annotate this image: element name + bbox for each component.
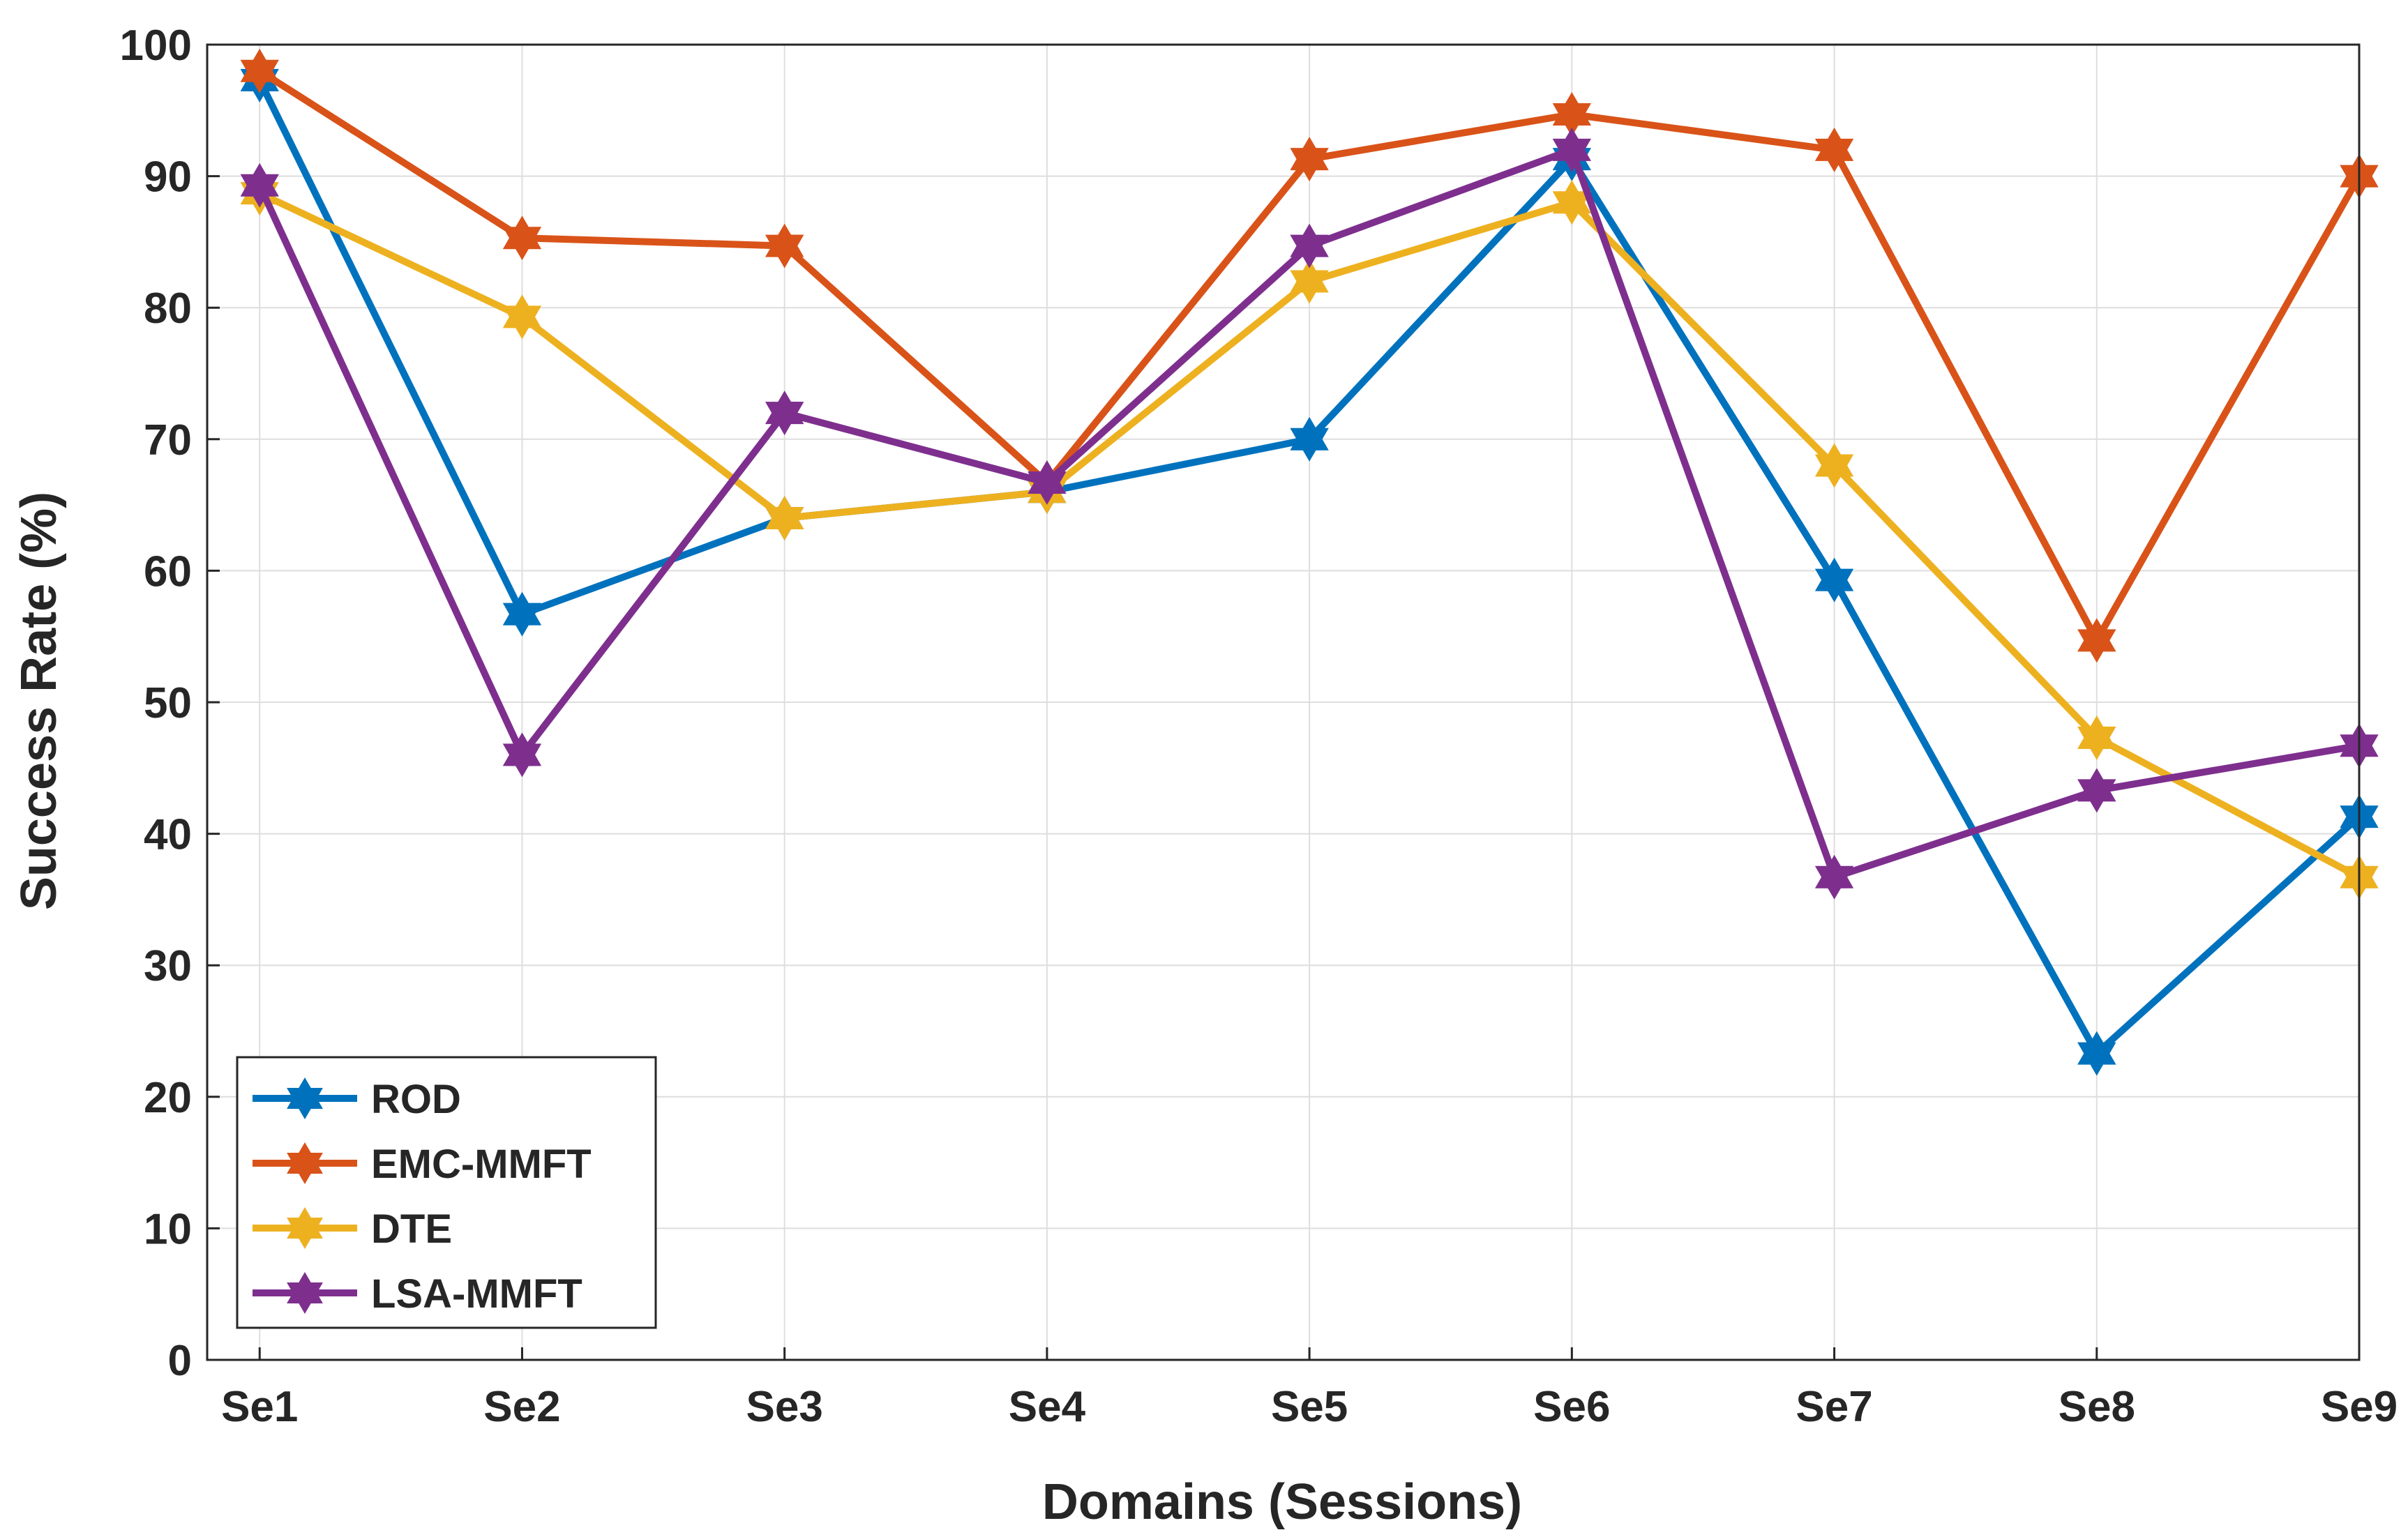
x-tick-label: Se1 (221, 1383, 298, 1431)
legend-entry: DTE (253, 1206, 452, 1252)
legend-label: DTE (371, 1206, 452, 1252)
data-point (1028, 460, 1067, 505)
data-point (2077, 1031, 2116, 1076)
legend-marker (287, 1207, 323, 1249)
legend-label: ROD (371, 1077, 461, 1122)
data-point (765, 391, 804, 436)
y-tick-label: 20 (144, 1074, 192, 1122)
x-tick-label: Se3 (746, 1383, 823, 1431)
data-point (2077, 715, 2116, 760)
series-layer (240, 48, 2379, 1076)
x-axis-label: Domains (Sessions) (1042, 1474, 1522, 1530)
data-point (2077, 768, 2116, 813)
series-emc-mmft (240, 48, 2379, 663)
y-tick-label: 10 (144, 1205, 192, 1253)
data-point (502, 294, 542, 340)
y-tick-label: 100 (120, 22, 192, 70)
data-point (502, 732, 542, 778)
data-point (1290, 416, 1329, 462)
x-tick-label: Se5 (1271, 1383, 1348, 1431)
legend-entry: EMC-MMFT (253, 1142, 592, 1187)
axis-ticks: 0 10 20 30 40 50 60 70 80 90 100 Se1 Se2 Se3 Se4 Se5 Se6… (120, 22, 2398, 1431)
y-tick-label: 40 (144, 811, 192, 859)
legend-marker (287, 1272, 323, 1314)
data-point (1814, 443, 1854, 488)
y-tick-label: 70 (144, 416, 192, 464)
x-tick-label: Se4 (1009, 1383, 1086, 1431)
y-tick-label: 0 (168, 1337, 192, 1385)
legend-label: LSA-MMFT (371, 1271, 582, 1317)
x-tick-label: Se6 (1533, 1383, 1610, 1431)
data-point (240, 162, 279, 208)
y-tick-label: 30 (144, 942, 192, 990)
y-tick-label: 80 (144, 285, 192, 333)
y-tick-label: 50 (144, 679, 192, 727)
data-point (1814, 854, 1854, 900)
data-point (765, 223, 804, 268)
x-tick-label: Se2 (483, 1383, 560, 1431)
legend-marker (287, 1077, 323, 1119)
x-tick-label: Se8 (2059, 1383, 2135, 1431)
data-point (1290, 137, 1329, 182)
legend-entry: LSA-MMFT (253, 1271, 582, 1317)
x-tick-label: Se9 (2321, 1383, 2398, 1431)
data-point (240, 48, 279, 93)
legend: ROD EMC-MMFT DTE LSA-MMFT (236, 1056, 657, 1329)
data-point (1552, 127, 1592, 172)
data-point (1290, 259, 1329, 304)
y-axis-label: Success Rate (%) (11, 492, 67, 910)
x-tick-label: Se7 (1796, 1383, 1872, 1431)
data-point (1290, 223, 1329, 268)
y-tick-label: 60 (144, 547, 192, 596)
y-tick-label: 90 (144, 153, 192, 202)
data-point (1814, 127, 1854, 172)
data-point (1814, 557, 1854, 603)
legend-marker (287, 1142, 323, 1184)
data-point (765, 496, 804, 540)
legend-entry: ROD (253, 1077, 461, 1122)
data-point (502, 591, 542, 637)
data-point (2077, 618, 2116, 663)
legend-label: EMC-MMFT (371, 1142, 592, 1187)
data-point (502, 215, 542, 261)
